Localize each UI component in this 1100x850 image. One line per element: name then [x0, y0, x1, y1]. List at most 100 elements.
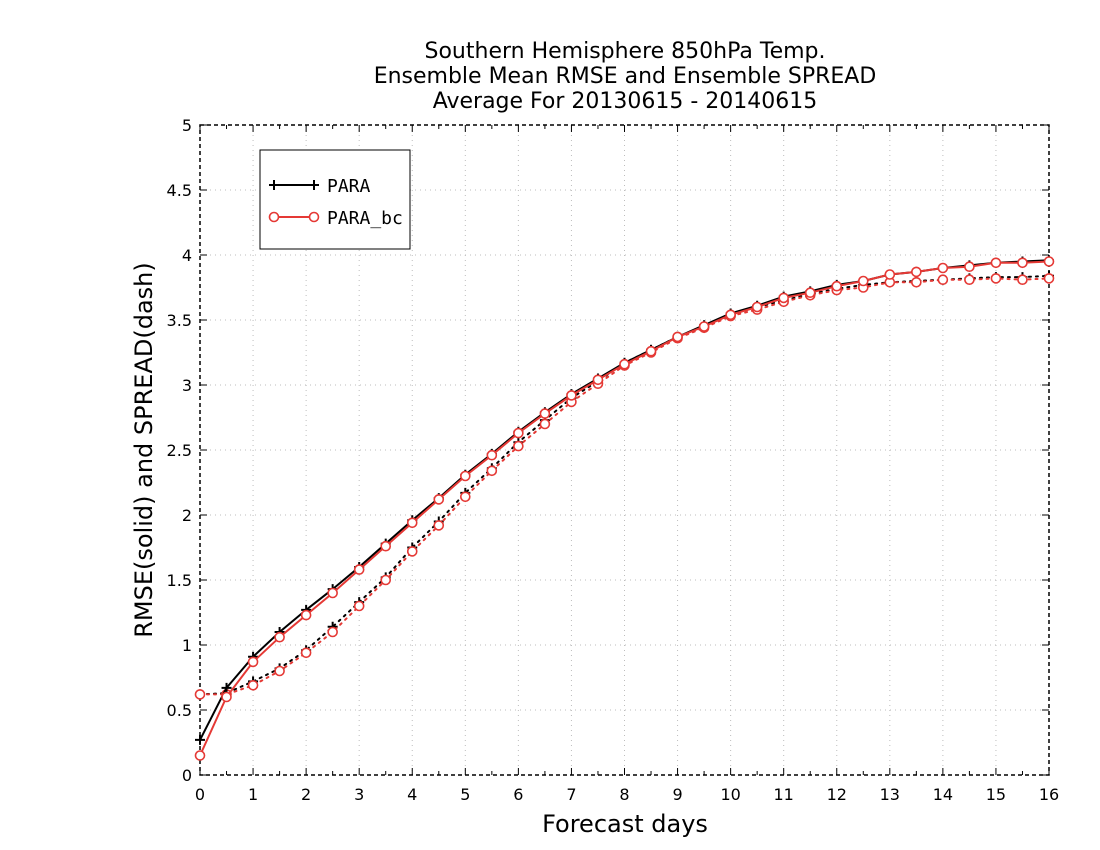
- legend-marker: [268, 211, 280, 223]
- rmse-point: [884, 269, 896, 280]
- spread-point: [486, 465, 498, 477]
- rmse-point: [513, 427, 524, 439]
- rmse-point: [990, 257, 1002, 269]
- x-tick-label: 3: [354, 785, 364, 804]
- legend-box: [259, 149, 411, 250]
- y-tick-label: 5: [182, 116, 192, 135]
- x-tick-label: 16: [1039, 785, 1059, 804]
- spread-point: [247, 679, 259, 691]
- rmse-point: [1017, 257, 1028, 269]
- x-tick-label: 15: [986, 785, 1006, 804]
- x-tick-label: 12: [827, 785, 847, 804]
- rmse-point: [831, 280, 843, 292]
- rmse-point: [911, 266, 922, 278]
- y-tick-label: 2.5: [167, 441, 192, 460]
- x-tick-label: 1: [248, 785, 258, 804]
- spread-point: [964, 274, 975, 286]
- spread-point: [300, 647, 312, 659]
- legend-label-para-bc: PARA_bc: [327, 208, 403, 229]
- y-tick-label: 4.5: [167, 181, 192, 200]
- legend-entries: [268, 180, 320, 223]
- title-line-1: Southern Hemisphere 850hPa Temp.: [425, 39, 826, 64]
- spread-point: [990, 273, 1002, 284]
- rmse-point: [380, 540, 392, 552]
- spread-point: [433, 520, 445, 531]
- spread-point: [460, 491, 471, 503]
- spread-point: [406, 546, 418, 557]
- x-tick-label: 5: [460, 785, 470, 804]
- rmse-point: [592, 374, 604, 386]
- x-tick-label: 8: [619, 785, 629, 804]
- y-tick-label: 3: [182, 376, 192, 395]
- rmse-point: [672, 331, 683, 343]
- rmse-point: [619, 358, 630, 370]
- rmse-point: [221, 691, 232, 703]
- rmse-point: [274, 631, 285, 643]
- rmse-point: [539, 408, 551, 419]
- rmse-point: [751, 301, 763, 313]
- x-axis-label: Forecast days: [542, 810, 708, 838]
- x-tick-label: 14: [933, 785, 953, 804]
- rmse-point: [778, 292, 789, 304]
- chart-title: Southern Hemisphere 850hPa Temp. Ensembl…: [374, 39, 877, 114]
- spread-point: [380, 574, 392, 586]
- rmse-point: [804, 287, 816, 299]
- rmse-point: [964, 261, 975, 273]
- rmse-point: [247, 656, 259, 668]
- rmse-point: [486, 449, 498, 461]
- rmse-point: [327, 587, 338, 599]
- rmse-point: [1043, 256, 1055, 267]
- x-tick-label: 13: [880, 785, 900, 804]
- rmse-point: [300, 609, 312, 621]
- spread-point: [513, 440, 524, 452]
- title-line-2: Ensemble Mean RMSE and Ensemble SPREAD: [374, 64, 877, 89]
- x-tick-label: 9: [672, 785, 682, 804]
- x-tick-label: 11: [774, 785, 794, 804]
- spread-point: [353, 600, 365, 612]
- spread-point: [937, 274, 949, 286]
- legend-marker: [269, 180, 279, 190]
- y-tick-label: 0.5: [167, 701, 192, 720]
- legend-label-para: PARA: [327, 176, 371, 197]
- y-tick-label: 3.5: [167, 311, 192, 330]
- x-tick-label: 10: [720, 785, 740, 804]
- axis-ticks: [199, 124, 1050, 776]
- rmse-point: [194, 750, 206, 761]
- rmse-point: [221, 682, 232, 693]
- spread-point: [911, 276, 922, 288]
- legend: PARA PARA_bc: [259, 149, 411, 250]
- rmse-point: [566, 390, 577, 401]
- y-tick-label: 0: [182, 766, 192, 785]
- x-tick-label: 7: [566, 785, 576, 804]
- x-tick-labels: 0 1 2 3 4 5 6 7 8 9 10 11 12 13 14 15 16: [195, 785, 1059, 804]
- title-line-3: Average For 20130615 - 20140615: [433, 89, 818, 114]
- y-tick-labels: 0 0.5 1 1.5 2 2.5 3 3.5 4 4.5 5: [167, 116, 192, 785]
- rmse-point: [937, 262, 949, 274]
- x-tick-label: 4: [407, 785, 417, 804]
- spread-point: [327, 626, 338, 638]
- series-para-bc-rmse: [194, 256, 1055, 761]
- y-tick-label: 1.5: [167, 571, 192, 590]
- rmse-point: [460, 470, 471, 482]
- rmse-point: [857, 275, 869, 287]
- rmse-point: [195, 734, 205, 745]
- x-tick-label: 0: [195, 785, 205, 804]
- x-tick-label: 6: [513, 785, 523, 804]
- spread-point: [274, 665, 285, 677]
- y-tick-label: 1: [182, 636, 192, 655]
- spread-point: [194, 689, 206, 700]
- rmse-point: [433, 494, 445, 505]
- y-tick-label: 4: [182, 246, 192, 265]
- legend-marker: [308, 211, 320, 223]
- y-axis-label: RMSE(solid) and SPREAD(dash): [130, 262, 158, 638]
- rmse-point: [725, 309, 736, 321]
- spread-point: [1043, 273, 1055, 284]
- rmse-point: [698, 321, 710, 332]
- rmse-point: [353, 564, 365, 575]
- spread-point: [539, 418, 551, 430]
- series: [194, 255, 1055, 761]
- rmse-point: [645, 345, 657, 357]
- rmse-point: [406, 517, 418, 529]
- x-tick-label: 2: [301, 785, 311, 804]
